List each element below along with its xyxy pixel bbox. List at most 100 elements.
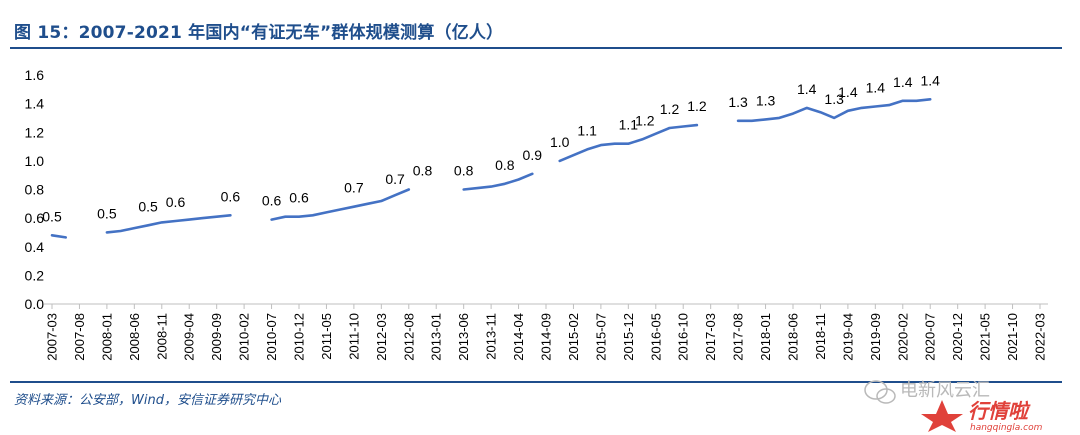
data-point — [874, 105, 876, 108]
y-tick-label: 1.6 — [25, 67, 45, 83]
x-tick-label: 2013-01 — [429, 313, 444, 361]
data-point — [120, 230, 122, 232]
wechat-icon — [864, 380, 896, 404]
data-label: 0.6 — [166, 194, 186, 210]
data-label: 1.1 — [619, 117, 639, 133]
title-divider — [10, 47, 1062, 49]
source-note: 资料来源：公安部，Wind，安信证券研究中心 — [14, 393, 281, 408]
data-point — [188, 218, 190, 221]
y-tick-label: 0.2 — [25, 267, 45, 283]
x-tick-label: 2011-05 — [319, 313, 334, 360]
data-point — [367, 203, 369, 205]
data-point — [819, 111, 822, 113]
data-point — [764, 118, 767, 120]
data-point — [778, 117, 780, 119]
data-point — [751, 120, 753, 122]
data-point — [915, 100, 918, 102]
data-point — [51, 234, 53, 236]
data-label: 0.6 — [221, 188, 241, 204]
data-point — [572, 154, 575, 156]
x-tick-label: 2021-10 — [1005, 313, 1020, 361]
data-label: 1.3 — [824, 91, 844, 107]
data-point — [861, 107, 863, 109]
data-label: 0.5 — [138, 198, 158, 214]
watermark-channel: 电新风云汇 — [900, 380, 990, 401]
x-tick-label: 2008-01 — [99, 313, 114, 361]
data-point — [586, 148, 588, 151]
data-label: 0.8 — [413, 163, 433, 179]
data-label: 0.7 — [344, 180, 364, 196]
x-tick-label: 2007-08 — [72, 313, 87, 361]
star-logo-icon — [921, 400, 963, 432]
data-label: 1.4 — [866, 79, 886, 95]
data-label: 0.5 — [42, 208, 62, 224]
data-point — [229, 214, 231, 216]
data-point — [929, 98, 931, 100]
x-tick-label: 2020-12 — [950, 313, 965, 361]
x-tick-label: 2018-11 — [813, 313, 828, 360]
data-point — [806, 107, 808, 109]
watermark-brand: 行情啦 — [968, 399, 1031, 423]
x-tick-label: 2016-05 — [648, 313, 663, 361]
x-tick-label: 2009-09 — [209, 313, 224, 361]
data-point — [696, 124, 698, 126]
data-point — [600, 144, 602, 146]
y-tick-label: 1.2 — [25, 124, 45, 140]
watermark: 电新风云汇 行情啦 hangqingla.com — [864, 380, 1043, 432]
data-point — [847, 110, 849, 112]
data-label: 1.2 — [687, 98, 707, 114]
data-label: 1.4 — [920, 72, 940, 88]
data-point — [339, 208, 341, 211]
data-point — [298, 216, 300, 218]
data-label: 0.5 — [97, 205, 117, 221]
figure-header: 图 15：2007-2021 年国内“有证无车”群体规模测算（亿人） — [0, 18, 1062, 50]
x-tick-label: 2008-06 — [127, 313, 142, 361]
x-tick-label: 2015-12 — [621, 313, 636, 361]
x-tick-label: 2015-07 — [593, 313, 608, 361]
data-point — [394, 194, 396, 196]
data-point — [161, 221, 163, 224]
data-point — [463, 188, 465, 191]
data-label: 0.7 — [385, 171, 405, 187]
x-tick-label: 2015-02 — [566, 313, 581, 361]
x-tick-label: 2009-04 — [182, 313, 197, 361]
data-label: 1.1 — [577, 122, 597, 138]
data-point — [133, 227, 135, 229]
x-tick-label: 2018-06 — [786, 313, 801, 361]
footer-divider — [10, 381, 1062, 383]
data-label: 1.2 — [660, 101, 680, 117]
data-point — [888, 104, 890, 106]
data-label: 1.4 — [797, 81, 817, 97]
data-point — [833, 117, 835, 119]
data-point — [312, 214, 314, 216]
data-point — [325, 211, 328, 213]
data-point — [476, 187, 478, 189]
data-point — [65, 236, 67, 239]
x-tick-label: 2014-04 — [511, 313, 526, 361]
data-point — [655, 133, 657, 135]
data-label: 0.8 — [495, 157, 515, 173]
data-point — [202, 217, 204, 219]
figure-title: 图 15：2007-2021 年国内“有证无车”群体规模测算（亿人） — [14, 23, 504, 43]
data-label: 1.4 — [893, 74, 913, 90]
data-label: 0.8 — [454, 163, 474, 179]
data-label: 1.2 — [635, 112, 655, 128]
x-tick-label: 2008-11 — [154, 313, 169, 360]
data-point — [641, 138, 643, 141]
y-tick-label: 0.4 — [25, 239, 45, 255]
data-point — [353, 206, 355, 208]
x-tick-label: 2013-11 — [484, 313, 499, 360]
x-tick-label: 2018-01 — [758, 313, 773, 361]
data-label: 1.3 — [756, 92, 776, 108]
data-point — [737, 120, 739, 122]
data-point — [682, 125, 684, 128]
x-tick-label: 2012-08 — [401, 313, 416, 361]
data-label: 1.4 — [838, 84, 858, 100]
data-label: 0.9 — [523, 147, 543, 163]
watermark-url: hangqingla.com — [970, 423, 1043, 432]
x-tick-label: 2007-03 — [45, 313, 60, 361]
data-point — [792, 113, 794, 115]
y-tick-label: 1.0 — [25, 153, 45, 169]
series-line — [50, 98, 932, 239]
x-tick-label: 2021-05 — [978, 313, 993, 361]
